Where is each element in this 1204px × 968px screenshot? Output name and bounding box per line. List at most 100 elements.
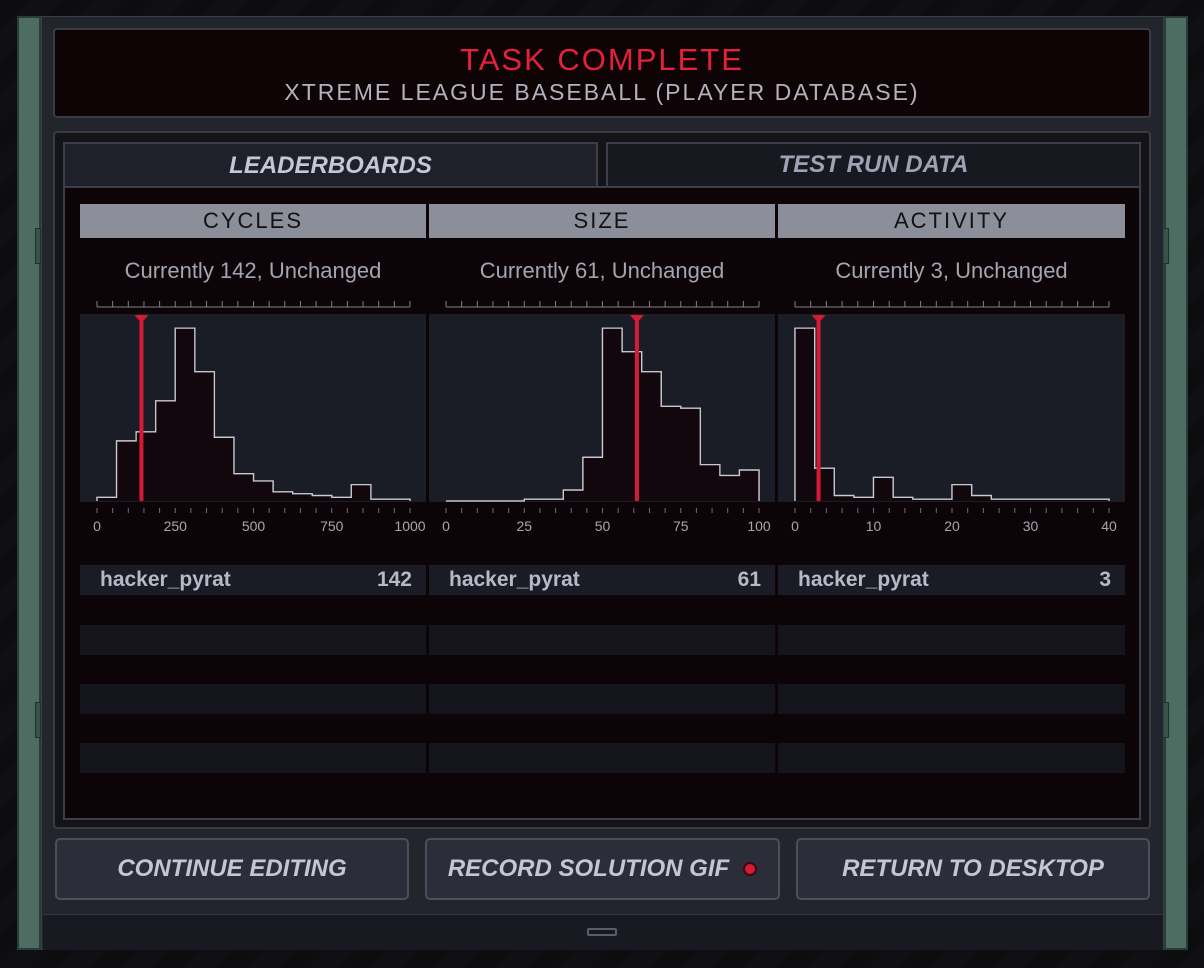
histogram-bin xyxy=(233,473,254,501)
ruler-size xyxy=(445,301,760,308)
histogram-bin xyxy=(175,328,195,501)
empty-row xyxy=(429,743,775,773)
histogram-bin xyxy=(719,475,740,501)
histogram-bin xyxy=(312,495,332,501)
left-notch xyxy=(35,702,41,738)
histogram-bin xyxy=(873,477,894,501)
tick-label: 50 xyxy=(595,518,611,534)
continue-editing-button[interactable]: CONTINUE EDITING xyxy=(55,838,409,900)
record-gif-button[interactable]: RECORD SOLUTION GIF xyxy=(425,838,780,900)
left-frame-bar xyxy=(17,16,41,950)
histogram-outline xyxy=(446,327,760,502)
page-title: TASK COMPLETE xyxy=(460,42,744,77)
score: 3 xyxy=(1099,568,1111,591)
histogram-bin xyxy=(331,497,352,501)
marker-triangle-icon xyxy=(629,315,644,323)
histogram-bin xyxy=(952,484,972,501)
tick-label: 250 xyxy=(164,518,188,534)
histogram-bin xyxy=(932,499,952,501)
tick-label: 20 xyxy=(944,518,960,534)
histogram-bin xyxy=(991,499,1011,501)
plot-area-activity xyxy=(778,314,1125,502)
right-frame-bar xyxy=(1164,16,1188,950)
left-notch xyxy=(35,228,41,264)
tick-label: 75 xyxy=(673,518,689,534)
leaderboard-row: hacker_pyrat 3 xyxy=(778,565,1125,595)
histogram-bin xyxy=(1030,499,1051,501)
current-cycles: Currently 142, Unchanged xyxy=(124,258,382,283)
histogram-activity: 0 10 20 30 40 xyxy=(791,315,1117,534)
marker-triangle-icon xyxy=(811,315,826,323)
tab-test-run-data[interactable]: TEST RUN DATA xyxy=(606,142,1141,186)
histogram-bin xyxy=(370,499,391,501)
histogram-cycles: 0 250 500 750 1000 xyxy=(93,315,426,534)
tab-leaderboards[interactable]: LEADERBOARDS xyxy=(63,142,598,188)
empty-row xyxy=(80,743,426,773)
leaderboard-row: hacker_pyrat 61 xyxy=(429,565,775,595)
username: hacker_pyrat xyxy=(449,568,580,591)
histogram-bin xyxy=(1089,499,1109,501)
histogram-bin xyxy=(524,499,544,501)
ruler-activity xyxy=(794,301,1110,308)
continue-editing-label: CONTINUE EDITING xyxy=(117,855,347,882)
current-score-marker xyxy=(634,319,639,501)
tick-label: 10 xyxy=(866,518,882,534)
empty-row xyxy=(80,684,426,714)
histogram-outline xyxy=(794,327,1110,501)
column-header-cycles: CYCLES xyxy=(80,204,426,238)
histogram-bin xyxy=(971,495,992,501)
histogram-bin xyxy=(893,497,913,501)
histogram-bin xyxy=(1069,499,1090,501)
histogram-bin xyxy=(602,328,623,501)
leaderboard-row: hacker_pyrat 142 xyxy=(80,565,426,595)
current-size: Currently 61, Unchanged xyxy=(479,258,725,283)
current-score-marker xyxy=(139,319,144,501)
tick-label: 0 xyxy=(93,518,101,534)
histogram-bin xyxy=(582,457,603,501)
score: 142 xyxy=(376,568,412,591)
histogram-bin xyxy=(1010,499,1031,501)
ruler-cycles xyxy=(96,301,411,308)
histogram-bin xyxy=(194,371,215,501)
tick-label: 750 xyxy=(320,518,344,534)
empty-row xyxy=(778,743,1125,773)
tick-label: 40 xyxy=(1101,518,1117,534)
histogram-outline xyxy=(794,327,1110,501)
column-header-activity: ACTIVITY xyxy=(778,204,1125,238)
record-gif-label: RECORD SOLUTION GIF xyxy=(447,855,730,882)
histogram-bin xyxy=(273,491,293,501)
histogram-bin xyxy=(97,497,117,501)
histogram-bin xyxy=(739,470,759,501)
histogram-bin xyxy=(214,437,234,501)
username: hacker_pyrat xyxy=(100,568,231,591)
score: 61 xyxy=(737,568,761,591)
record-dot-icon xyxy=(743,862,758,876)
tick-label: 0 xyxy=(791,518,799,534)
column-header-size: SIZE xyxy=(429,204,775,238)
histogram-bin xyxy=(543,499,564,501)
histogram-bin xyxy=(795,328,815,501)
histogram-bin xyxy=(912,499,933,501)
histogram-bin xyxy=(1050,499,1070,501)
tick-label: 25 xyxy=(516,518,532,534)
dialog-header: TASK COMPLETE XTREME LEAGUE BASEBALL (PL… xyxy=(53,28,1151,118)
return-to-desktop-label: RETURN TO DESKTOP xyxy=(842,855,1104,882)
empty-row xyxy=(778,684,1125,714)
tick-label: 1000 xyxy=(394,518,425,534)
histogram-bin xyxy=(661,406,681,501)
current-activity: Currently 3, Unchanged xyxy=(835,258,1068,283)
current-score-marker xyxy=(816,319,821,501)
empty-row xyxy=(80,625,426,655)
histogram-bin xyxy=(390,499,410,501)
histogram-bin xyxy=(116,440,137,501)
return-to-desktop-button[interactable]: RETURN TO DESKTOP xyxy=(796,838,1150,900)
histogram-bin xyxy=(292,493,313,501)
histogram-bin xyxy=(351,484,371,501)
empty-row xyxy=(429,684,775,714)
tick-label: 30 xyxy=(1023,518,1039,534)
minimize-handle-icon[interactable] xyxy=(587,928,617,936)
histogram-bin xyxy=(136,431,156,501)
histogram-bin xyxy=(641,371,662,501)
marker-triangle-icon xyxy=(134,315,149,323)
histogram-bin xyxy=(563,490,583,501)
